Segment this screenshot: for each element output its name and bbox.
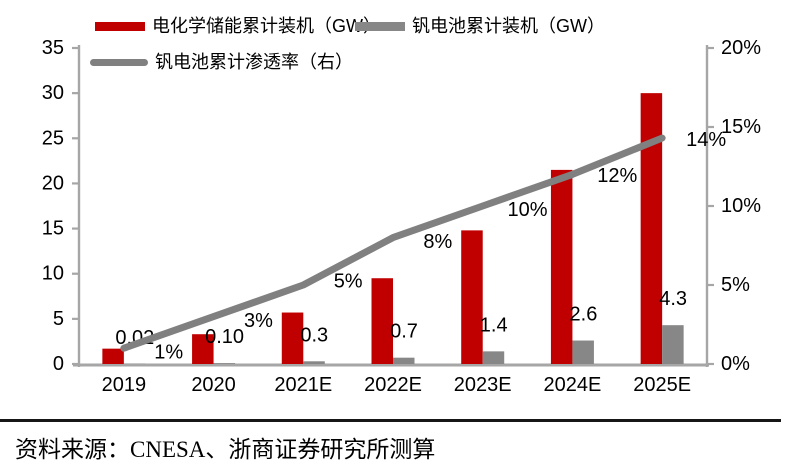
percent-label: 12%	[597, 165, 637, 187]
left-axis-tick-label: 0	[53, 353, 64, 375]
legend-swatch-gray-line-icon	[90, 58, 148, 66]
right-axis-tick-label: 10%	[721, 195, 761, 217]
percent-label: 5%	[334, 270, 363, 292]
legend-swatch-gray-bar-icon	[355, 21, 405, 31]
bar-vanadium-2020	[213, 363, 236, 364]
x-axis-category-label: 2025E	[633, 374, 691, 396]
bar-electrochemical-2020	[192, 334, 214, 364]
x-axis-category-label: 2021E	[274, 374, 332, 396]
left-axis-tick-label: 35	[42, 37, 64, 59]
legend-item-vanadium-penetration-rate: 钒电池累计渗透率（右）	[90, 51, 353, 73]
x-axis-category-label: 2020	[191, 374, 236, 396]
legend-item-electrochemical-storage: 电化学储能累计装机（GW）	[95, 15, 381, 37]
left-axis-tick-label: 30	[42, 82, 64, 104]
bar-vanadium-2023E	[482, 351, 505, 364]
x-axis-category-label: 2022E	[364, 374, 422, 396]
left-axis-tick-label: 20	[42, 172, 64, 194]
x-axis-category-label: 2023E	[454, 374, 512, 396]
bar-vanadium-2021E	[303, 361, 325, 364]
left-axis-tick-label: 25	[42, 127, 64, 149]
legend-item-vanadium-battery-install: 钒电池累计装机（GW）	[355, 15, 605, 37]
legend-label-vanadium-penetration-rate: 钒电池累计渗透率（右）	[155, 52, 353, 72]
bar-electrochemical-2019	[102, 348, 124, 364]
bar-electrochemical-2025E	[640, 93, 663, 365]
value-label-vanadium: 4.3	[659, 288, 687, 310]
right-axis-tick-label: 15%	[721, 116, 761, 138]
right-axis-tick-label: 5%	[721, 274, 750, 296]
bar-electrochemical-2021E	[281, 312, 304, 364]
percent-label: 1%	[154, 341, 183, 363]
penetration-rate-line	[120, 134, 666, 352]
data-source-text: 资料来源：CNESA、浙商证券研究所测算	[15, 437, 436, 462]
bar-electrochemical-2022E	[371, 278, 393, 364]
bar-vanadium-2022E	[393, 357, 415, 364]
value-label-vanadium: 1.4	[480, 314, 508, 336]
legend-label-vanadium-battery-install: 钒电池累计装机（GW）	[412, 16, 605, 36]
value-label-vanadium: 0.7	[390, 321, 418, 343]
value-label-vanadium: 0.3	[300, 324, 328, 346]
bar-vanadium-2025E	[662, 325, 684, 364]
legend-label-electrochemical-storage: 电化学储能累计装机（GW）	[152, 16, 381, 36]
percent-label: 8%	[423, 231, 452, 253]
left-axis-tick-label: 10	[42, 263, 64, 285]
right-axis-tick-label: 0%	[721, 353, 750, 375]
bar-electrochemical-2024E	[550, 169, 573, 364]
right-axis-tick-label: 20%	[721, 37, 761, 59]
legend-swatch-red-bar-icon	[95, 21, 145, 31]
x-axis-category-label: 2019	[102, 374, 147, 396]
left-axis-tick-label: 15	[42, 218, 64, 240]
left-axis-tick-label: 5	[53, 308, 64, 330]
x-axis-category-label: 2024E	[544, 374, 602, 396]
percent-label: 10%	[508, 199, 548, 221]
percent-label: 3%	[244, 310, 273, 332]
value-label-vanadium: 0.10	[205, 326, 244, 348]
percent-label: 14%	[686, 129, 726, 151]
bar-electrochemical-2023E	[461, 230, 483, 364]
combo-chart: 0 5 10 15 20 25 30 35 0% 5% 10% 15% 20% 2019 2020 2021E…	[42, 37, 761, 396]
value-label-vanadium: 2.6	[570, 304, 598, 326]
bar-vanadium-2024E	[572, 340, 594, 364]
source-divider-rule	[0, 419, 781, 422]
